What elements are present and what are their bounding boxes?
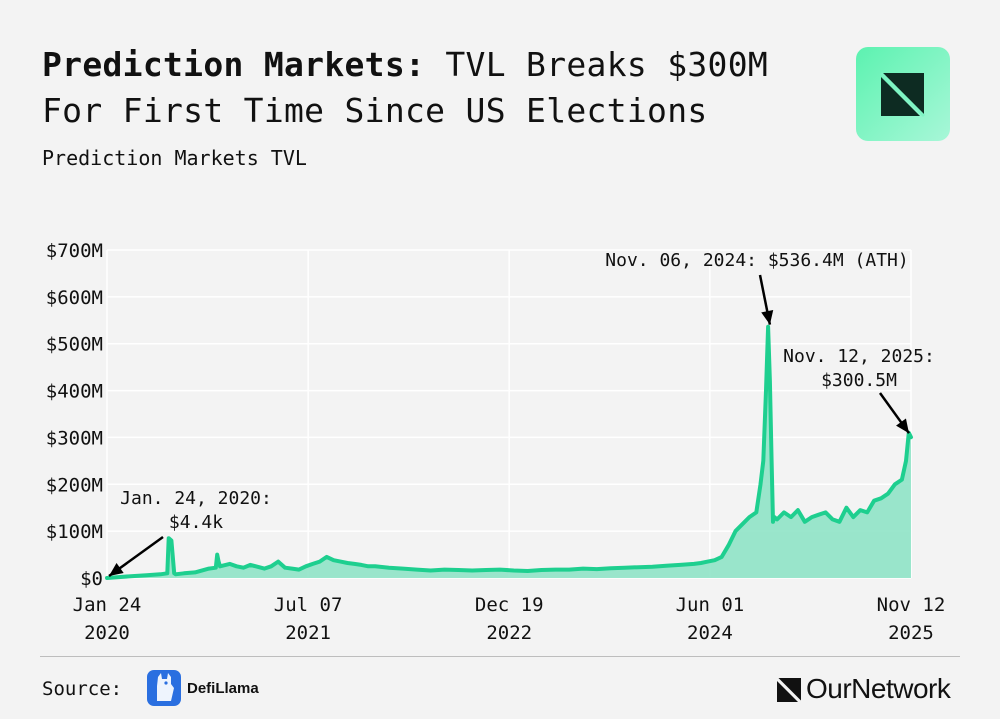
ournetwork-mark-icon	[879, 71, 926, 118]
x-tick-year: 2021	[285, 622, 331, 644]
y-tick-label: $200M	[46, 474, 103, 496]
y-tick-label: $100M	[46, 521, 103, 543]
ournetwork-wordmark: OurNetwork	[806, 673, 951, 704]
footer-divider	[40, 656, 960, 657]
x-tick-label: Jul 07	[274, 594, 343, 616]
x-tick-year: 2022	[486, 622, 532, 644]
x-tick-label: Nov 12	[877, 594, 946, 616]
arrow-start-head	[109, 563, 124, 576]
title-bold: Prediction Markets:	[42, 45, 426, 84]
annotation-start-date: Jan. 24, 2020:	[120, 488, 272, 509]
x-tick-year: 2024	[687, 622, 733, 644]
arrow-ath-head	[761, 310, 774, 325]
tvl-series	[105, 324, 913, 580]
title-rest: TVL Breaks $300M For First Time Since US…	[42, 45, 769, 130]
y-tick-label: $600M	[46, 287, 103, 309]
defillama-wordmark: DefiLlama	[187, 680, 259, 697]
chart-subtitle: Prediction Markets TVL	[42, 146, 307, 170]
y-axis: $0 $100M $200M $300M $400M $500M $600M $700M	[46, 240, 103, 590]
annotation-latest-value: $300.5M	[821, 370, 897, 391]
grid-lines	[106, 249, 912, 579]
annotation-latest-date: Nov. 12, 2025:	[783, 346, 935, 367]
ournetwork-footer-mark-icon	[776, 677, 802, 703]
y-tick-label: $0	[80, 568, 103, 590]
arrow-latest-head	[896, 418, 909, 434]
annotation-ath: Nov. 06, 2024: $536.4M (ATH)	[605, 250, 908, 271]
y-tick-label: $500M	[46, 334, 103, 356]
x-tick-label: Dec 19	[475, 594, 544, 616]
x-tick-label: Jan 24	[73, 594, 142, 616]
tvl-area-fill	[107, 326, 911, 578]
x-axis: Jan 24 2020 Jul 07 2021 Dec 19 2022 Jun 01 2024…	[73, 594, 946, 644]
defillama-llama-icon	[147, 670, 181, 706]
annotation-start-value: $4.4k	[169, 512, 223, 533]
tvl-line	[105, 324, 913, 580]
x-tick-year: 2020	[84, 622, 130, 644]
annotations: Jan. 24, 2020: $4.4k Nov. 06, 2024: $536.4…	[108, 250, 935, 578]
y-tick-label: $300M	[46, 427, 103, 449]
x-tick-year: 2025	[888, 622, 934, 644]
x-tick-label: Jun 01	[676, 594, 745, 616]
y-tick-label: $400M	[46, 381, 103, 403]
chart-title: Prediction Markets: TVL Breaks $300M For…	[42, 42, 842, 134]
ournetwork-logo-tile	[856, 47, 950, 141]
y-tick-label: $700M	[46, 240, 103, 262]
source-label: Source:	[42, 678, 123, 700]
